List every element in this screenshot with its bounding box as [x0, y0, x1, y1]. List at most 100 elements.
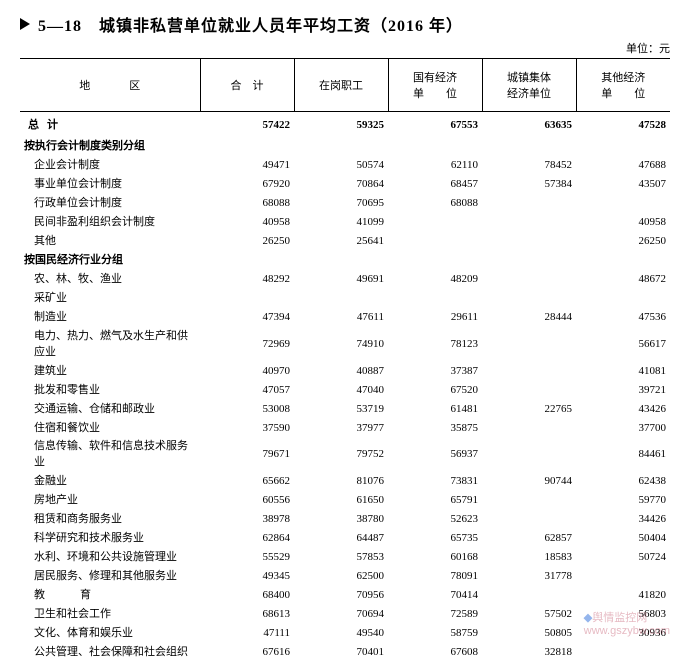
cell: [482, 195, 576, 214]
cell: 39721: [576, 381, 670, 400]
cell: 70694: [294, 605, 388, 624]
cell: 41099: [294, 214, 388, 233]
cell: [482, 586, 576, 605]
table-row: 公共管理、社会保障和社会组织67616704016760832818: [20, 643, 670, 662]
cell: 52623: [388, 511, 482, 530]
cell: 61650: [294, 492, 388, 511]
cell: 49691: [294, 271, 388, 290]
row-label: 交通运输、仓储和邮政业: [20, 400, 200, 419]
table-row: 批发和零售业47057470406752039721: [20, 381, 670, 400]
cell: 47111: [200, 624, 294, 643]
cell: 70414: [388, 586, 482, 605]
cell: 73831: [388, 473, 482, 492]
row-label: 租赁和商务服务业: [20, 511, 200, 530]
row-label: 行政单位会计制度: [20, 195, 200, 214]
row-label: 公共管理、社会保障和社会组织: [20, 643, 200, 662]
table-row: 文化、体育和娱乐业4711149540587595080530936: [20, 624, 670, 643]
cell: [576, 289, 670, 308]
cell: [294, 289, 388, 308]
table-row: 水利、环境和公共设施管理业5552957853601681858350724: [20, 549, 670, 568]
cell: 60168: [388, 549, 482, 568]
table-row: 按国民经济行业分组: [20, 252, 670, 271]
row-label: 卫生和社会工作: [20, 605, 200, 624]
cell: [200, 138, 294, 157]
cell: [388, 138, 482, 157]
cell: 62864: [200, 530, 294, 549]
cell: 79752: [294, 438, 388, 473]
cell: 62438: [576, 473, 670, 492]
col-region: 地 区: [20, 59, 200, 112]
cell: 62857: [482, 530, 576, 549]
row-label: 居民服务、修理和其他服务业: [20, 568, 200, 587]
cell: 18583: [482, 549, 576, 568]
row-label: 其他: [20, 233, 200, 252]
cell: 70956: [294, 586, 388, 605]
cell: 53008: [200, 400, 294, 419]
cell: [482, 252, 576, 271]
col-collective: 城镇集体经济单位: [482, 59, 576, 112]
cell: 61481: [388, 400, 482, 419]
table-row: 金融业6566281076738319074462438: [20, 473, 670, 492]
table-row: 民间非盈利组织会计制度409584109940958: [20, 214, 670, 233]
cell: 62110: [388, 157, 482, 176]
cell: 49540: [294, 624, 388, 643]
cell: [576, 252, 670, 271]
cell: 41820: [576, 586, 670, 605]
cell: 57384: [482, 176, 576, 195]
cell: [482, 327, 576, 362]
cell: 28444: [482, 308, 576, 327]
cell: [482, 233, 576, 252]
cell: 38978: [200, 511, 294, 530]
row-label: 总计: [20, 112, 200, 138]
cell: 43426: [576, 400, 670, 419]
section-marker-icon: [20, 18, 30, 30]
cell: 31778: [482, 568, 576, 587]
cell: 47394: [200, 308, 294, 327]
cell: 40887: [294, 362, 388, 381]
cell: 56803: [576, 605, 670, 624]
table-row: 总计5742259325675536363547528: [20, 112, 670, 138]
table-row: 农、林、牧、渔业48292496914820948672: [20, 271, 670, 290]
row-label: 教 育: [20, 586, 200, 605]
cell: 68088: [388, 195, 482, 214]
cell: 65662: [200, 473, 294, 492]
row-label: 批发和零售业: [20, 381, 200, 400]
table-row: 企业会计制度4947150574621107845247688: [20, 157, 670, 176]
row-label: 按国民经济行业分组: [20, 252, 200, 271]
table-row: 卫生和社会工作6861370694725895750256803: [20, 605, 670, 624]
cell: 68400: [200, 586, 294, 605]
table-row: 住宿和餐饮业37590379773587537700: [20, 419, 670, 438]
table-row: 采矿业: [20, 289, 670, 308]
cell: 34426: [576, 511, 670, 530]
row-label: 金融业: [20, 473, 200, 492]
cell: 56617: [576, 327, 670, 362]
cell: [482, 271, 576, 290]
cell: 57422: [200, 112, 294, 138]
cell: 79671: [200, 438, 294, 473]
cell: 22765: [482, 400, 576, 419]
cell: 38780: [294, 511, 388, 530]
table-row: 信息传输、软件和信息技术服务业79671797525693784461: [20, 438, 670, 473]
row-label: 建筑业: [20, 362, 200, 381]
cell: 67616: [200, 643, 294, 662]
cell: 47688: [576, 157, 670, 176]
row-label: 企业会计制度: [20, 157, 200, 176]
row-label: 农、林、牧、渔业: [20, 271, 200, 290]
cell: 58759: [388, 624, 482, 643]
cell: 37387: [388, 362, 482, 381]
cell: [482, 438, 576, 473]
cell: 50805: [482, 624, 576, 643]
table-row: 其他262502564126250: [20, 233, 670, 252]
cell: 26250: [576, 233, 670, 252]
table-row: 房地产业60556616506579159770: [20, 492, 670, 511]
cell: 72969: [200, 327, 294, 362]
cell: 81076: [294, 473, 388, 492]
cell: 43507: [576, 176, 670, 195]
cell: 90744: [482, 473, 576, 492]
cell: 29611: [388, 308, 482, 327]
row-label: 事业单位会计制度: [20, 176, 200, 195]
cell: 67920: [200, 176, 294, 195]
cell: 47040: [294, 381, 388, 400]
cell: 59770: [576, 492, 670, 511]
cell: 40970: [200, 362, 294, 381]
